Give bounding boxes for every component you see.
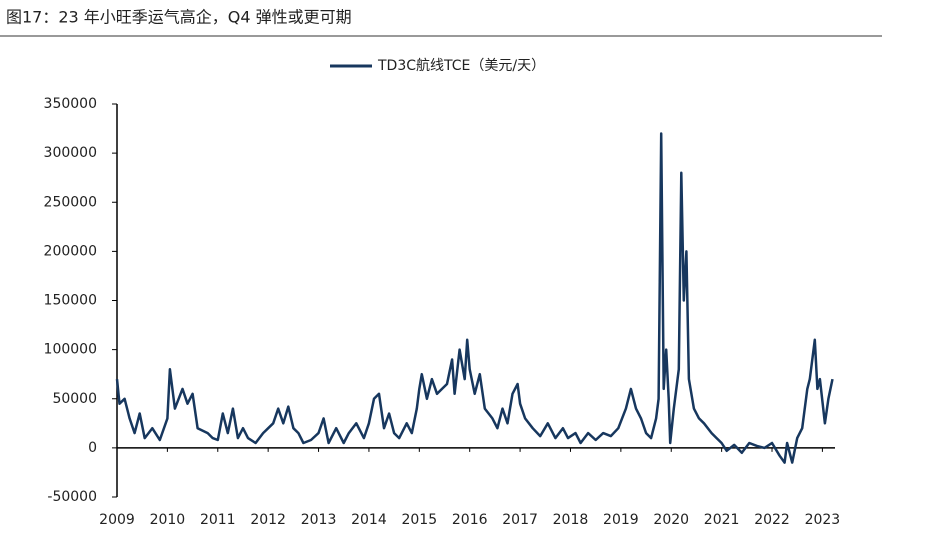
y-tick-label: 250000: [44, 194, 97, 210]
chart-title: 图17：23 年小旺季运气高企，Q4 弹性或更可期: [6, 8, 352, 27]
series-line: [115, 132, 834, 464]
x-tick-label: 2016: [452, 512, 488, 528]
x-tick-label: 2009: [99, 512, 135, 528]
x-tick-label: 2012: [250, 512, 286, 528]
x-tick-label: 2010: [150, 512, 186, 528]
x-tick-label: 2018: [553, 512, 589, 528]
x-tick-label: 2020: [653, 512, 689, 528]
y-tick-label: 50000: [52, 391, 97, 407]
y-tick-label: 350000: [44, 96, 97, 112]
x-tick-label: 2014: [351, 512, 387, 528]
x-tick-label: 2017: [502, 512, 538, 528]
x-tick-label: 2022: [754, 512, 790, 528]
x-tick-label: 2011: [200, 512, 236, 528]
y-tick-label: 150000: [44, 293, 97, 309]
y-tick-label: 300000: [44, 145, 97, 161]
y-tick-label: 0: [88, 440, 97, 456]
y-tick-label: 200000: [44, 243, 97, 259]
x-tick-label: 2019: [603, 512, 639, 528]
legend-label: TD3C航线TCE（美元/天）: [377, 58, 545, 74]
y-tick-label: 100000: [44, 342, 97, 358]
x-tick-label: 2021: [704, 512, 740, 528]
x-tick-label: 2023: [805, 512, 841, 528]
y-tick-label: -50000: [47, 489, 97, 505]
x-tick-label: 2013: [301, 512, 337, 528]
x-tick-label: 2015: [401, 512, 437, 528]
